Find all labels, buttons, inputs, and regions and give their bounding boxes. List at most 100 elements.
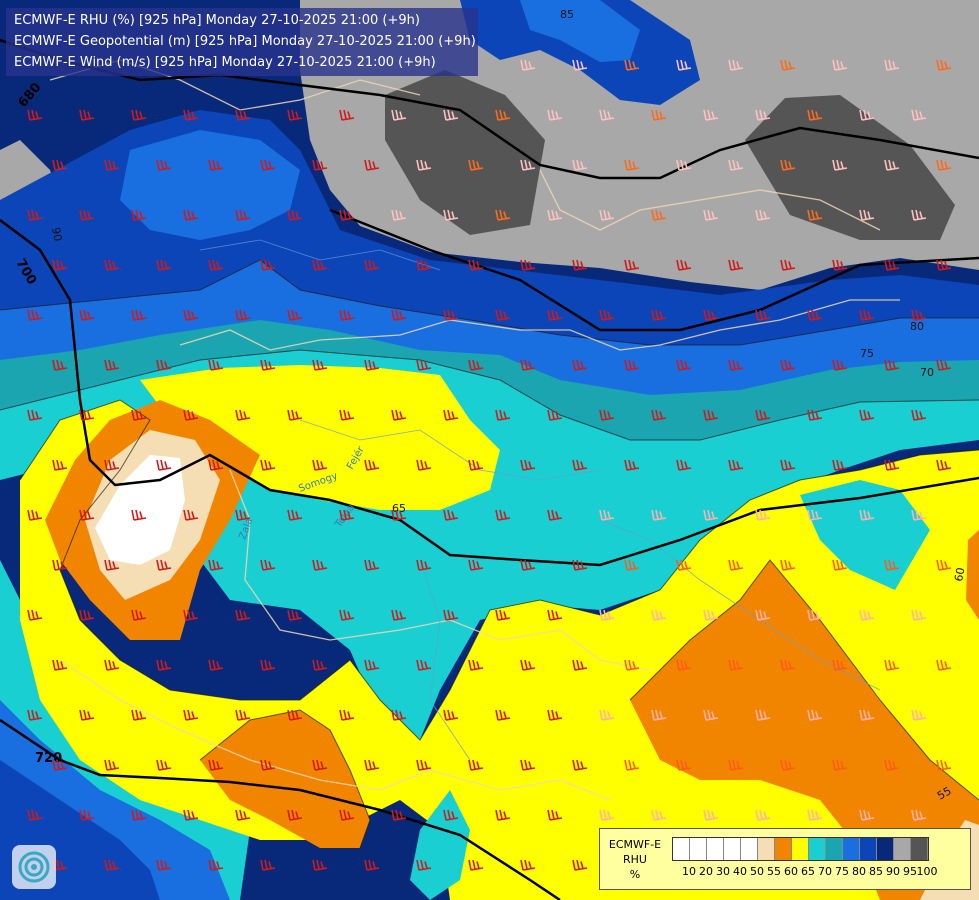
rhu-legend: ECMWF-E RHU % 10 20 30 40 50 55 60 65 70 75 80 85 90… (599, 828, 971, 890)
wind-barb-icon (832, 459, 848, 471)
wind-barb-icon (884, 659, 900, 671)
wind-barb-icon (27, 609, 43, 621)
wind-barb-icon (183, 409, 199, 421)
wind-barb-icon (755, 809, 771, 821)
wind-barb-icon (599, 309, 615, 321)
rhu-label-70: 70 (920, 366, 934, 379)
rhu-70-patch-south (410, 790, 470, 900)
wind-barb-icon (495, 209, 511, 221)
wind-barb-icon (936, 259, 952, 271)
legend-swatch (673, 838, 690, 860)
wind-barb-icon (235, 809, 251, 821)
wind-barb-icon (416, 459, 432, 471)
wind-barb-icon (208, 759, 224, 771)
wind-barb-icon (391, 609, 407, 621)
wind-barb-icon (27, 809, 43, 821)
wind-barb-icon (52, 559, 68, 571)
wind-barb-icon (832, 559, 848, 571)
wind-barb-icon (312, 759, 328, 771)
rhu-80-patch-nw (120, 130, 300, 240)
map-title-box: ECMWF-E RHU (%) [925 hPa] Monday 27-10-2… (6, 8, 478, 76)
wind-barb-icon (832, 59, 848, 71)
wind-barb-icon (911, 309, 927, 321)
wind-barb-icon (104, 359, 120, 371)
wind-barb-icon (780, 659, 796, 671)
wind-barb-icon (859, 409, 875, 421)
legend-swatch (707, 838, 724, 860)
wind-barb-icon (572, 659, 588, 671)
wind-barb-icon (235, 509, 251, 521)
legend-swatch (724, 838, 741, 860)
wind-barb-icon (235, 409, 251, 421)
wind-barb-icon (651, 309, 667, 321)
wind-barb-icon (599, 509, 615, 521)
wind-barb-icon (807, 809, 823, 821)
wind-barb-icon (520, 359, 536, 371)
wind-barb-icon (339, 509, 355, 521)
wind-barb-icon (312, 159, 328, 171)
wind-barb-icon (156, 559, 172, 571)
legend-label: ECMWF-E RHU % (604, 837, 666, 882)
rhu-50-region-nw (95, 455, 185, 565)
rhu-labels: 85 90 80 75 70 65 60 55 (49, 8, 967, 803)
legend-swatch (826, 838, 843, 860)
wind-barb-icon (651, 509, 667, 521)
wind-barb-icon (495, 109, 511, 121)
wind-barb-icon (183, 609, 199, 621)
wind-barb-icon (780, 159, 796, 171)
wind-barb-icon (27, 309, 43, 321)
wind-barb-icon (703, 609, 719, 621)
wind-barb-icon (884, 459, 900, 471)
wind-barb-icon (807, 109, 823, 121)
rhu-60-region-east-edge (966, 530, 979, 620)
wind-barb-icon (572, 459, 588, 471)
wind-barb-icon (312, 859, 328, 871)
wind-barb-icon (235, 309, 251, 321)
wind-barb-icon (260, 259, 276, 271)
wind-barb-icon (599, 609, 615, 621)
wind-barb-icon (520, 59, 536, 71)
wind-barb-icon (52, 459, 68, 471)
wind-barb-icon (547, 709, 563, 721)
wind-barb-icon (495, 809, 511, 821)
wind-barb-icon (859, 509, 875, 521)
wind-barb-icon (599, 809, 615, 821)
wind-barb-icon (676, 459, 692, 471)
wind-barb-icon (911, 209, 927, 221)
legend-label-var: RHU (623, 853, 647, 866)
wind-barb-icon (911, 809, 927, 821)
wind-barb-icon (780, 559, 796, 571)
wind-barb-icon (104, 259, 120, 271)
wind-barb-icon (624, 459, 640, 471)
wind-barb-icon (468, 359, 484, 371)
wind-barb-icon (260, 459, 276, 471)
wind-barb-icon (911, 609, 927, 621)
wind-barb-icon (572, 159, 588, 171)
wind-barb-icon (884, 159, 900, 171)
wind-barb-icon (131, 509, 147, 521)
wind-barb-icon (676, 759, 692, 771)
legend-swatch (741, 838, 758, 860)
wind-barb-icon (703, 309, 719, 321)
wind-barb-icon (676, 259, 692, 271)
wind-barb-icon (495, 609, 511, 621)
wind-barb-icon (755, 309, 771, 321)
wind-barb-icon (703, 209, 719, 221)
legend-swatch (877, 838, 894, 860)
wind-barb-icon (832, 359, 848, 371)
legend-tick-label: 20 (699, 865, 713, 878)
wind-barb-icon (208, 359, 224, 371)
geopotential-contours (0, 38, 979, 900)
wind-barb-icon (312, 659, 328, 671)
wind-barb-icon (728, 59, 744, 71)
wind-barb-icon (755, 709, 771, 721)
rhu-label-65: 65 (392, 502, 406, 515)
wind-barb-icon (156, 159, 172, 171)
wind-barb-icon (755, 409, 771, 421)
wind-barb-icon (364, 559, 380, 571)
rhu-contours (0, 259, 979, 849)
wind-barb-icon (728, 159, 744, 171)
wind-barb-icon (703, 409, 719, 421)
wind-barb-icon (728, 459, 744, 471)
wind-barb-icon (468, 759, 484, 771)
